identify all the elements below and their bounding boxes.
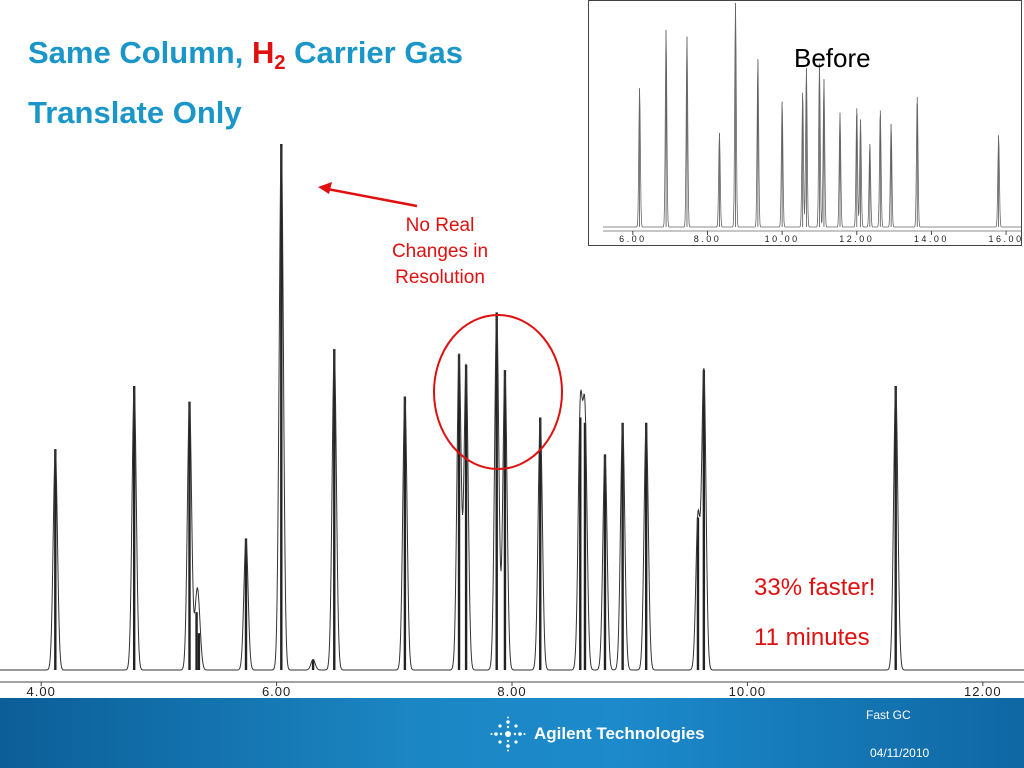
inset-tick-label-4: 12.00 <box>839 234 874 244</box>
inset-tick-label-3: 10.00 <box>765 234 800 244</box>
annotation-line-2: Changes in <box>391 241 489 262</box>
footer-label: Fast GC <box>866 708 911 722</box>
main-tick-label-3: 8.00 <box>497 684 526 698</box>
footer-bar: Agilent Technologies Fast GC 04/11/2010 <box>0 698 1024 768</box>
main-chromatogram: 4.00 6.00 8.00 10.00 12.00 <box>0 144 1024 698</box>
main-axis-band <box>0 682 1024 698</box>
annotation-arrow <box>321 186 418 208</box>
title-h-letter: H <box>251 35 275 70</box>
resolution-circle <box>433 314 563 470</box>
footer-date: 04/11/2010 <box>870 746 930 760</box>
no-real-changes-annotation: No Real Changes in Resolution <box>370 213 510 291</box>
company-name: Agilent Technologies <box>534 724 705 743</box>
main-tick-label-2: 6.00 <box>262 684 291 698</box>
before-chromatogram: 6.00 8.00 10.00 12.00 14.00 16.00 Before <box>603 2 1021 244</box>
main-trace-line <box>0 146 1024 671</box>
agilent-spark-icon <box>490 716 526 752</box>
annotation-line-3: Resolution <box>395 267 485 288</box>
annotation-arrowhead <box>318 182 332 194</box>
faster-text: 33% faster! <box>754 574 876 601</box>
inset-ticks-group: 6.00 8.00 10.00 12.00 14.00 16.00 <box>619 231 1021 244</box>
slide-title: Same Column, H2 Carrier Gas Translate On… <box>28 28 463 138</box>
title-subscript: 2 <box>274 52 286 74</box>
inset-tick-label-6: 16.00 <box>989 234 1021 244</box>
annotation-line-1: No Real <box>405 215 475 236</box>
main-tick-label-5: 12.00 <box>964 684 1002 698</box>
title-part-2: Carrier Gas <box>285 35 463 70</box>
title-line-1: Same Column, H2 Carrier Gas <box>28 28 463 88</box>
inset-tick-label-1: 6.00 <box>619 234 647 244</box>
inset-trace-line <box>603 2 1021 228</box>
title-hydrogen: H2 <box>251 35 286 74</box>
before-inset: 6.00 8.00 10.00 12.00 14.00 16.00 Before <box>588 0 1022 246</box>
main-peaks-group <box>54 144 897 670</box>
inset-title: Before <box>794 43 871 73</box>
main-tick-label-1: 4.00 <box>27 684 56 698</box>
inset-tick-label-5: 14.00 <box>914 234 949 244</box>
title-line-2: Translate Only <box>28 95 242 130</box>
agilent-logo: Agilent Technologies <box>490 714 705 754</box>
main-tick-label-4: 10.00 <box>729 684 767 698</box>
title-part-1: Same Column, <box>28 35 252 70</box>
minutes-text: 11 minutes <box>754 624 870 651</box>
main-ticks-group: 4.00 6.00 8.00 10.00 12.00 <box>27 682 1002 698</box>
inset-tick-label-2: 8.00 <box>694 234 722 244</box>
